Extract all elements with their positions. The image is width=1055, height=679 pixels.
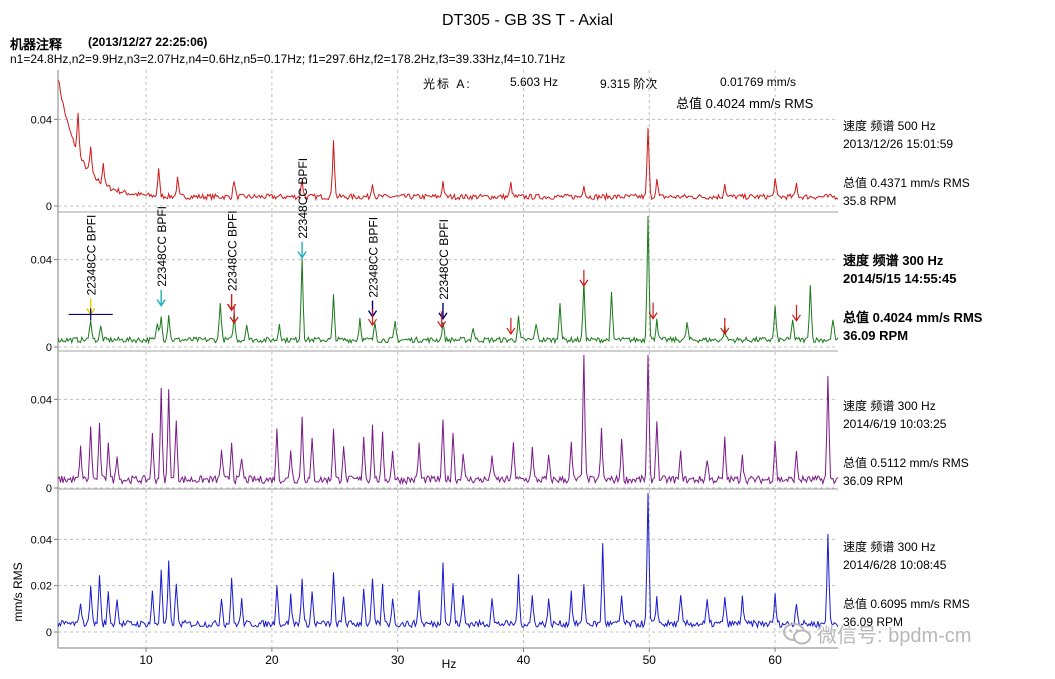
bpfi-label: 22348CC BPFI <box>85 215 99 296</box>
panel-info-3: 36.09 RPM <box>843 328 908 343</box>
bpfi-marker-arrow <box>227 303 237 312</box>
machine-notes-label: 机器注释 <box>10 37 63 52</box>
panel-info-0: 速度 频谱 500 Hz <box>843 118 936 133</box>
y-tick-label: 0 <box>46 201 52 213</box>
cursor-a-order: 9.315 阶次 <box>600 77 658 91</box>
panel-info-1: 2014/6/19 10:03:25 <box>843 417 947 431</box>
spectrum-line-2014-6-28 <box>57 492 839 630</box>
panel-info-0: 速度 频谱 300 Hz <box>843 253 944 268</box>
chart-title: DT305 - GB 3S T - Axial <box>441 12 614 29</box>
x-tick-label: 40 <box>517 653 531 667</box>
cursor-a-amplitude: 0.01769 mm/s <box>720 75 797 89</box>
machine-notes-time: (2013/12/27 22:25:06) <box>88 35 208 49</box>
panel-info-1: 2014/6/28 10:08:45 <box>843 558 947 572</box>
y-tick-label: 0.02 <box>31 581 52 593</box>
harmonic-arrow-head <box>229 316 239 325</box>
x-tick-label: 20 <box>265 653 279 667</box>
cursor-a-label: 光标 A: <box>423 77 472 91</box>
y-tick-label: 0.04 <box>31 534 52 546</box>
x-axis-label: Hz <box>442 657 457 671</box>
y-tick-label: 0 <box>46 483 52 495</box>
panel-info-3: 36.09 RPM <box>843 615 903 629</box>
harmonic-arrow-head <box>791 314 801 322</box>
panel-info-1: 2014/5/15 14:55:45 <box>843 271 956 286</box>
panel-info-0: 速度 频谱 300 Hz <box>843 539 936 554</box>
harmonic-arrow-head <box>368 318 378 327</box>
x-tick-label: 30 <box>391 653 405 667</box>
harmonic-arrow-head <box>579 279 589 287</box>
bpfi-label: 22348CC BPFI <box>155 206 169 287</box>
harmonic-arrow-head <box>506 327 516 335</box>
bpfi-marker-arrow <box>297 251 307 259</box>
panel-info-3: 36.09 RPM <box>843 474 903 488</box>
bpfi-label: 22348CC BPFI <box>296 158 310 239</box>
harmonic-arrow-head <box>437 321 447 329</box>
harmonic-arrow-head <box>720 327 730 335</box>
y-tick-label: 0 <box>46 627 52 639</box>
y-tick-label: 0 <box>46 342 52 354</box>
overall-value-readout: 总值 0.4024 mm/s RMS <box>676 96 814 111</box>
fault-frequencies-line: n1=24.8Hz,n2=9.9Hz,n3=2.07Hz,n4=0.6Hz,n5… <box>10 52 566 66</box>
spectrum-line-2013-12-26 <box>57 80 839 202</box>
wechat-watermark: 微信号: bpdm-cm <box>783 619 971 648</box>
spectrum-line-2014-5-15 <box>57 215 839 345</box>
panel-info-3: 35.8 RPM <box>843 194 896 208</box>
bpfi-marker-arrow <box>438 312 448 321</box>
panel-info-1: 2013/12/26 15:01:59 <box>843 137 953 151</box>
spectrum-line-2014-6-19 <box>57 354 839 486</box>
wechat-icon <box>783 622 811 644</box>
panel-info-2: 总值 0.4371 mm/s RMS <box>843 175 970 190</box>
x-tick-label: 10 <box>139 653 153 667</box>
cursor-a-frequency: 5.603 Hz <box>510 75 559 89</box>
y-tick-label: 0.04 <box>31 394 52 406</box>
panel-info-0: 速度 频谱 300 Hz <box>843 398 936 413</box>
panel-info-2: 总值 0.4024 mm/s RMS <box>843 310 983 325</box>
x-tick-label: 60 <box>768 653 782 667</box>
harmonic-arrow-head <box>648 312 658 320</box>
x-tick-label: 50 <box>643 653 657 667</box>
bpfi-label: 22348CC BPFI <box>437 219 451 300</box>
panel-info-2: 总值 0.5112 mm/s RMS <box>843 455 969 470</box>
panel-info-2: 总值 0.6095 mm/s RMS <box>843 596 970 611</box>
bpfi-marker-arrow <box>156 299 166 307</box>
bpfi-label: 22348CC BPFI <box>367 217 381 298</box>
bpfi-label: 22348CC BPFI <box>226 210 240 291</box>
y-axis-label: mm/s RMS <box>11 562 25 621</box>
y-tick-label: 0.04 <box>31 255 52 267</box>
watermark-text: 微信号: bpdm-cm <box>817 625 972 647</box>
y-tick-label: 0.04 <box>31 114 52 126</box>
